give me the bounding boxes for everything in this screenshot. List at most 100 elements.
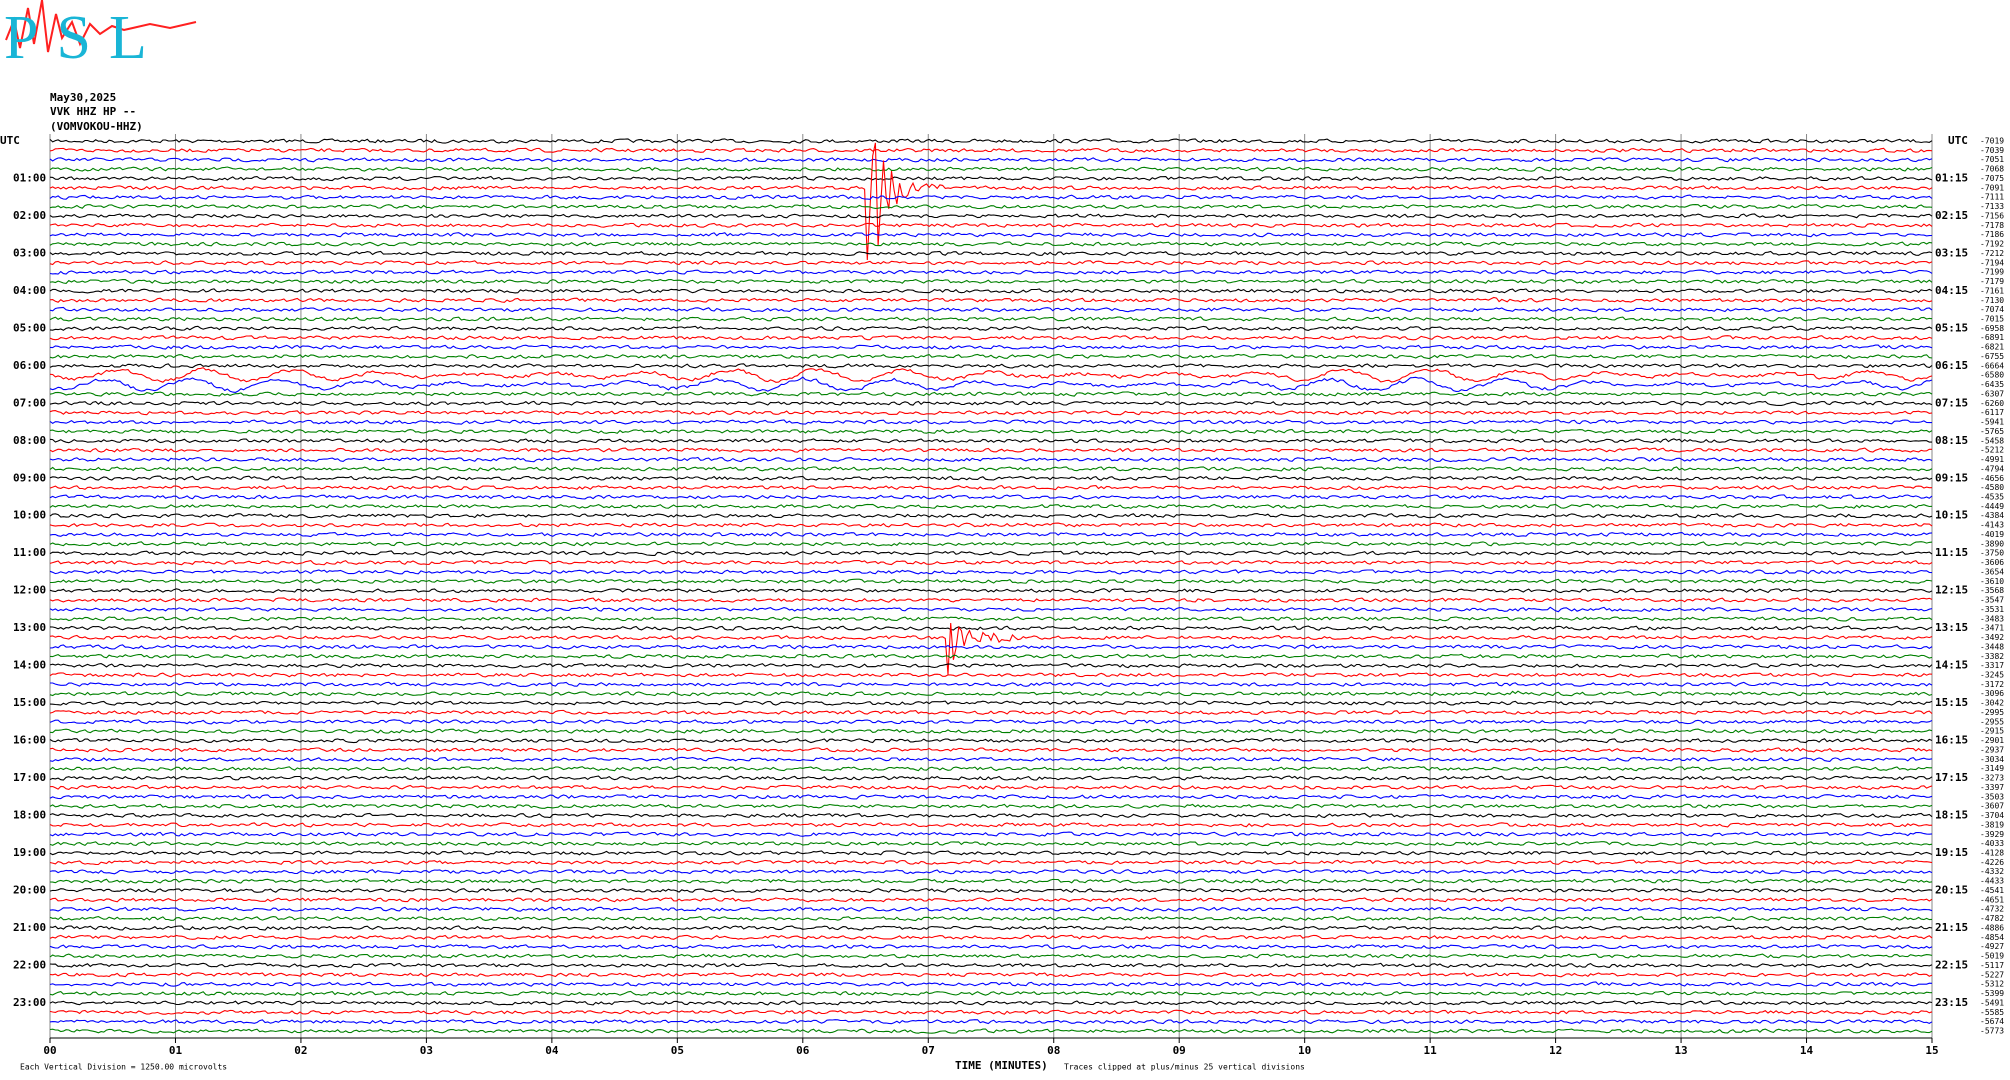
trace [49,559,1933,566]
trace [49,925,1933,931]
trace [49,456,1933,463]
trace-offset: -5491 [1980,998,2004,1007]
trace-offset: -6580 [1980,371,2004,380]
hour-label: 23:15 [1935,996,1968,1009]
hour-label: 23:00 [13,996,46,1009]
trace-offset: -6821 [1980,343,2004,352]
trace [49,344,1933,350]
trace-offset: -4886 [1980,923,2004,932]
trace-offset: -7039 [1980,146,2004,155]
trace [49,367,1933,383]
trace-offset: -6891 [1980,333,2004,342]
trace [49,690,1933,697]
hour-label: 09:15 [1935,471,1968,484]
trace [49,953,1933,959]
trace-offset: -3172 [1980,680,2004,689]
trace-offset: -4433 [1980,877,2004,886]
trace-offset: -7179 [1980,277,2004,286]
hour-label: 19:00 [13,846,46,859]
hour-label: 13:15 [1935,621,1968,634]
trace-offset: -7074 [1980,305,2004,314]
trace [49,625,1933,631]
trace-offset: -7156 [1980,211,2004,220]
hour-label: 05:00 [13,321,46,334]
x-tick-label: 14 [1800,1044,1814,1057]
hour-label: 02:15 [1935,209,1968,222]
trace-offset: -3448 [1980,642,2004,651]
trace-offset: -4656 [1980,474,2004,483]
trace-offset: -3568 [1980,586,2004,595]
hour-label: 15:00 [13,696,46,709]
trace [49,775,1933,781]
trace [49,841,1933,847]
trace [49,419,1932,425]
x-tick-label: 08 [1047,1044,1060,1057]
trace [49,335,1933,341]
trace [49,541,1933,547]
trace [49,972,1933,978]
trace [49,906,1933,912]
trace-offset: -3034 [1980,755,2004,764]
logo: PSL [4,4,165,72]
hour-label: 03:15 [1935,246,1968,259]
trace [50,681,1933,688]
trace-offset: -3503 [1980,792,2004,801]
trace-offset: -5674 [1980,1017,2004,1026]
hour-label: 12:15 [1935,584,1968,597]
logo-wave [5,0,197,53]
x-tick-label: 15 [1925,1044,1938,1057]
hour-label: 16:15 [1935,734,1968,747]
hour-label: 08:00 [13,434,46,447]
x-tick-label: 03 [420,1044,433,1057]
trace-offset: -5399 [1980,989,2004,998]
hour-label: 21:15 [1935,921,1968,934]
trace-offset: -4384 [1980,511,2004,520]
trace-offset: -4541 [1980,886,2004,895]
trace-offset: -3317 [1980,661,2004,670]
trace-offset: -5941 [1980,418,2004,427]
trace [49,981,1933,987]
trace-offset: -7161 [1980,286,2004,295]
trace-offset: -4019 [1980,530,2004,539]
hour-label: 22:15 [1935,958,1968,971]
left-axis-title: UTC [0,134,20,147]
trace [49,269,1933,275]
trace-offset: -7075 [1980,174,2004,183]
trace [49,719,1933,725]
trace [49,616,1933,622]
trace-offset: -3704 [1980,811,2004,820]
hour-label: 17:00 [13,771,46,784]
trace [49,859,1933,866]
trace [49,644,1933,650]
trace [49,175,1933,182]
x-tick-label: 06 [796,1044,810,1057]
hour-label: 07:00 [13,396,46,409]
x-tick-label: 13 [1674,1044,1687,1057]
trace-offset: -3531 [1980,605,2004,614]
trace [49,962,1933,969]
trace [49,438,1932,444]
trace [49,1028,1933,1034]
trace [49,569,1933,575]
trace [49,410,1933,416]
trace-offset: -3149 [1980,764,2004,773]
trace [49,428,1933,435]
trace-offset: -4794 [1980,464,2004,473]
trace [49,194,1933,200]
x-axis-label: TIME (MINUTES) [955,1059,1048,1072]
trace [49,850,1933,856]
trace [49,606,1933,613]
trace-offset: -7130 [1980,296,2004,305]
trace [49,803,1933,809]
trace-offset: -3547 [1980,596,2004,605]
trace [49,794,1933,800]
trace [49,166,1933,172]
trace-offset: -3471 [1980,624,2004,633]
trace [49,306,1933,313]
x-tick-label: 01 [169,1044,183,1057]
trace-offset: -7068 [1980,165,2004,174]
x-tick-label: 04 [545,1044,559,1057]
hour-label: 20:00 [13,883,46,896]
scale-note: Each Vertical Division = 1250.00 microvo… [20,1063,227,1072]
trace-offset: -6755 [1980,352,2004,361]
